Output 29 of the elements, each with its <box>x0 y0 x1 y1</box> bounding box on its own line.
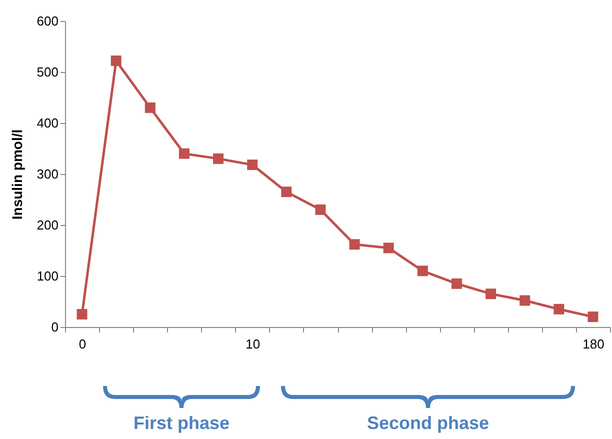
text: Second phase <box>366 413 490 433</box>
point <box>76 309 88 320</box>
y-tick-label: 600 <box>36 14 58 28</box>
x-tick-label: 180 <box>582 336 604 352</box>
point <box>247 160 258 170</box>
point <box>281 186 292 198</box>
point <box>213 153 224 164</box>
y-tick-label: 200 <box>36 218 58 232</box>
x-tick-label: 0 <box>78 336 86 352</box>
y-tick-label: 300 <box>36 166 58 182</box>
point <box>520 295 530 306</box>
x-tick-label: 10 <box>246 336 260 352</box>
point <box>178 148 190 159</box>
y-tick-label: 0 <box>51 320 58 334</box>
point <box>554 304 564 314</box>
point <box>144 102 156 113</box>
y-tick-label: 400 <box>36 116 58 130</box>
point <box>349 239 360 250</box>
y-axis-title: Insulin pmol/l <box>8 129 25 220</box>
point <box>486 288 496 300</box>
point <box>451 278 462 289</box>
point <box>315 204 326 215</box>
point <box>110 56 122 66</box>
point <box>383 242 394 254</box>
y-tick-label: 100 <box>36 268 58 284</box>
y-tick-label: 500 <box>36 64 58 80</box>
point <box>588 312 598 322</box>
text: First phase <box>133 413 230 433</box>
point <box>417 266 428 276</box>
